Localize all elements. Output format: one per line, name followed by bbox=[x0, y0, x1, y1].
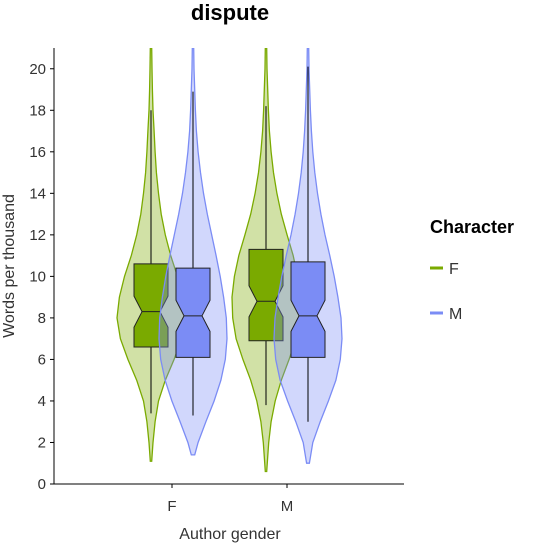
y-axis: 0 2 4 6 8 10 12 14 16 18 20 bbox=[29, 48, 55, 493]
y-tick-label: 6 bbox=[38, 351, 46, 368]
y-tick-label: 14 bbox=[29, 185, 46, 202]
x-tick-label: M bbox=[281, 498, 294, 515]
y-tick-label: 20 bbox=[29, 61, 46, 78]
y-tick-label: 18 bbox=[29, 102, 46, 119]
x-tick-label: F bbox=[167, 498, 176, 515]
chart-title: dispute bbox=[191, 0, 269, 25]
legend-label-F: F bbox=[449, 261, 459, 278]
box-M-F bbox=[175, 267, 211, 358]
y-tick-label: 8 bbox=[38, 310, 46, 327]
legend: Character F M bbox=[430, 217, 514, 323]
y-tick-label: 16 bbox=[29, 144, 46, 161]
plot-area bbox=[116, 48, 343, 473]
y-tick-label: 0 bbox=[38, 476, 46, 493]
y-tick-label: 10 bbox=[29, 268, 46, 285]
legend-title: Character bbox=[430, 217, 514, 237]
legend-label-M: M bbox=[449, 306, 462, 323]
y-tick-label: 2 bbox=[38, 434, 46, 451]
y-tick-label: 4 bbox=[38, 393, 46, 410]
y-axis-label: Words per thousand bbox=[1, 194, 18, 338]
plot-layer bbox=[116, 48, 343, 473]
box-M-M bbox=[290, 261, 326, 358]
y-tick-label: 12 bbox=[29, 227, 46, 244]
x-axis-label: Author gender bbox=[179, 526, 281, 543]
